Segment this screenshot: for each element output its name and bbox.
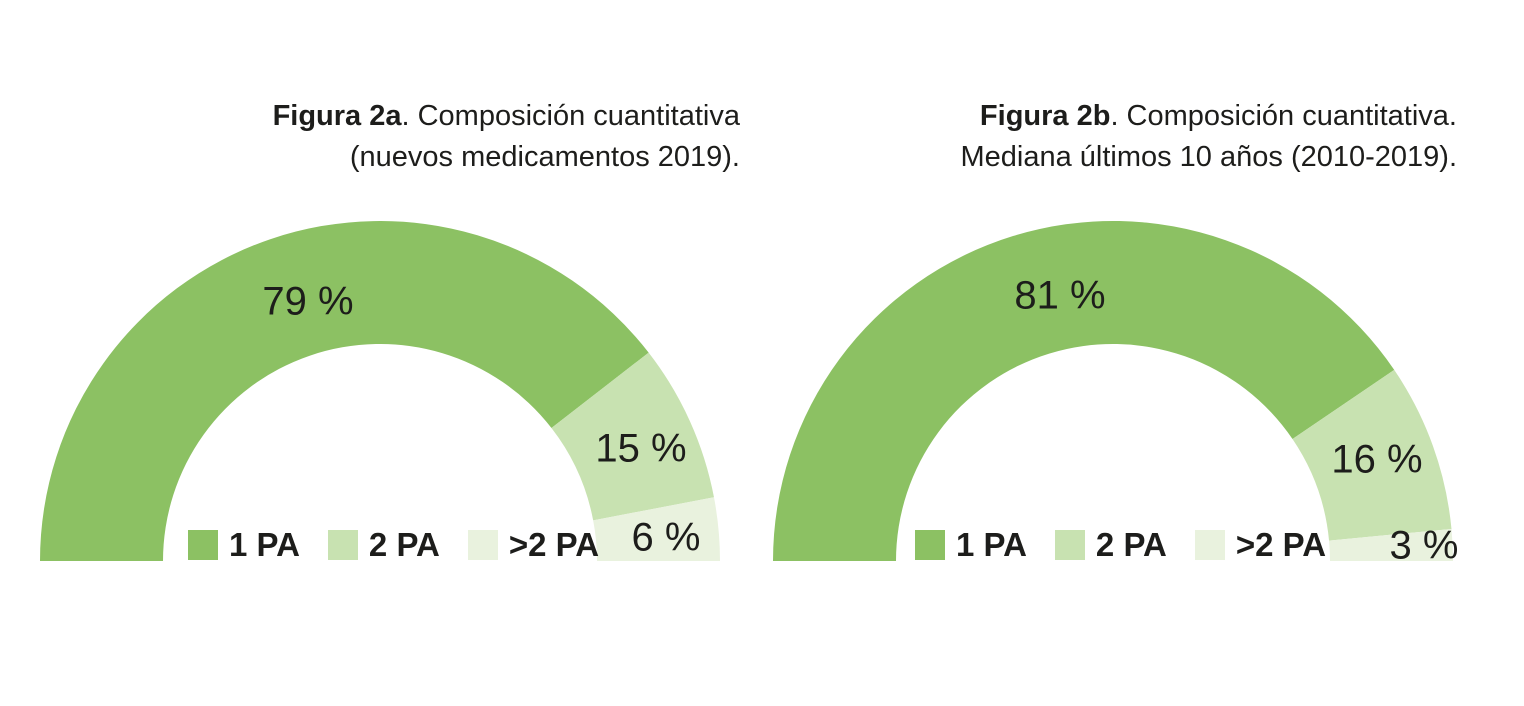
legend-swatch-1pa (188, 530, 218, 560)
legend-item-2a-2pa: 2 PA (327, 526, 440, 563)
semi-donut-chart-2b (773, 220, 1453, 562)
figure-2a-title-rest: . Composición cuantitativa (401, 100, 741, 132)
segment-label-2a-1pa: 79 % (262, 279, 354, 324)
semi-donut-chart-2a (40, 221, 720, 562)
segment-1pa (40, 221, 649, 562)
segment-2pa (551, 352, 714, 521)
segment-1pa (773, 220, 1395, 562)
legend-item-2a-gt2pa: >2 PA (467, 526, 600, 563)
figure-2a-title: Figura 2a. Composición cuantitativa (nue… (240, 96, 740, 178)
segment-2pa (1292, 369, 1452, 541)
legend-label-2pa: 2 PA (1095, 526, 1167, 563)
legend-label-gt2pa: >2 PA (1235, 526, 1327, 563)
legend-swatch-1pa (915, 530, 945, 560)
legend-item-2b-2pa: 2 PA (1054, 526, 1167, 563)
figure-2b-title: Figura 2b. Composición cuantitativa. Med… (947, 96, 1457, 178)
legend-2a: 1 PA 2 PA >2 PA (188, 526, 600, 563)
legend-swatch-gt2pa (467, 530, 498, 560)
figure-2b-title-bold: Figura 2b (979, 100, 1111, 132)
segment-2pa (593, 497, 720, 561)
figure-2a-title-line2: (nuevos medicamentos 2019). (349, 141, 740, 173)
figure-2b-title-line2: Mediana últimos 10 años (2010-2019). (960, 141, 1457, 173)
legend-swatch-gt2pa (1194, 530, 1225, 560)
legend-item-2b-1pa: 1 PA (915, 526, 1027, 563)
legend-item-2b-gt2pa: >2 PA (1194, 526, 1327, 563)
legend-swatch-2pa (1054, 530, 1085, 560)
legend-item-2a-1pa: 1 PA (188, 526, 300, 563)
segment-2pa (1329, 529, 1453, 561)
legend-label-1pa: 1 PA (956, 526, 1027, 563)
legend-label-gt2pa: >2 PA (508, 526, 600, 563)
figure-2a-title-bold: Figura 2a (272, 100, 402, 132)
segment-label-2b-2pa: 16 % (1331, 437, 1423, 482)
segment-label-2a-gt2pa: 6 % (631, 515, 701, 560)
legend-label-1pa: 1 PA (229, 526, 300, 563)
legend-swatch-2pa (327, 530, 358, 560)
figure-2b-title-rest: . Composición cuantitativa. (1110, 100, 1457, 132)
figure-2a-title-line1: Figura 2a. Composición cuantitativa (240, 96, 740, 137)
segment-label-2b-gt2pa: 3 % (1389, 523, 1459, 568)
segment-label-2a-2pa: 15 % (595, 426, 687, 471)
legend-2b: 1 PA 2 PA >2 PA (915, 526, 1327, 563)
segment-label-2b-1pa: 81 % (1014, 273, 1106, 318)
figure-2b-title-line1: Figura 2b. Composición cuantitativa. (947, 96, 1457, 137)
legend-label-2pa: 2 PA (368, 526, 440, 563)
